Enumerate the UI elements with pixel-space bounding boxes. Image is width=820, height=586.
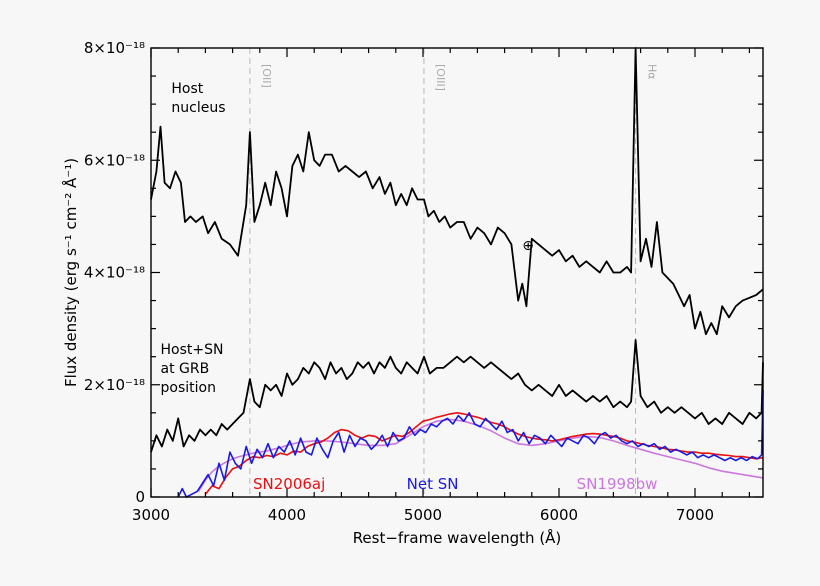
x-tick-label-3: 6000 (540, 506, 578, 524)
series-host-sn-at-grb-position (150, 338, 764, 453)
x-axis-title: Rest−frame wavelength (Å) (353, 528, 562, 547)
y-tick-label-0: 0 (135, 488, 145, 506)
chart-annotations: Host nucleus Host+SN at GRB position ⊕ (161, 81, 534, 396)
y-tick-label-4: 8×10⁻¹⁸ (84, 39, 145, 57)
y-tick-label-3: 6×10⁻¹⁸ (84, 151, 145, 169)
annotation-line: Host (171, 81, 203, 97)
chart-axes: 3000 4000 5000 6000 7000 0 2×10⁻¹⁸ 4×10⁻¹⁸ 6×10⁻… (84, 39, 764, 524)
chart-legend: SN2006aj Net SN SN1998bw (253, 475, 657, 493)
x-tick-label-2: 5000 (404, 506, 442, 524)
spectra-series (150, 47, 764, 498)
y-tick-label-1: 2×10⁻¹⁸ (84, 376, 145, 394)
annotation-0: Host nucleus (171, 81, 225, 116)
legend-label-2: SN1998bw (577, 475, 658, 493)
series-sn1998bw (197, 418, 764, 492)
x-tick-label-0: 3000 (132, 506, 170, 524)
annotation-line: at GRB (161, 361, 210, 377)
annotation-line: position (161, 380, 216, 396)
x-tick-label-4: 7000 (676, 506, 714, 524)
legend-label-0: SN2006aj (253, 475, 325, 493)
annotation-2: ⊕ (522, 238, 534, 254)
legend-label-1: Net SN (407, 475, 459, 493)
annotation-1: Host+SN at GRB position (161, 342, 224, 396)
series-host-nucleus (150, 47, 764, 336)
emission-line-label-0: [OII] (260, 64, 273, 88)
annotation-line: Host+SN (161, 342, 224, 358)
y-tick-label-2: 4×10⁻¹⁸ (84, 264, 145, 282)
annotation-line: nucleus (171, 100, 225, 116)
emission-line-markers: [OII] [OIII] Hα (249, 48, 659, 497)
emission-line-label-2: Hα (646, 64, 659, 80)
y-axis-title: Flux density (erg s⁻¹ cm⁻² Å⁻¹) (61, 158, 80, 387)
x-tick-label-1: 4000 (268, 506, 306, 524)
series-net-sn (177, 390, 764, 498)
emission-line-label-1: [OIII] (434, 64, 447, 91)
